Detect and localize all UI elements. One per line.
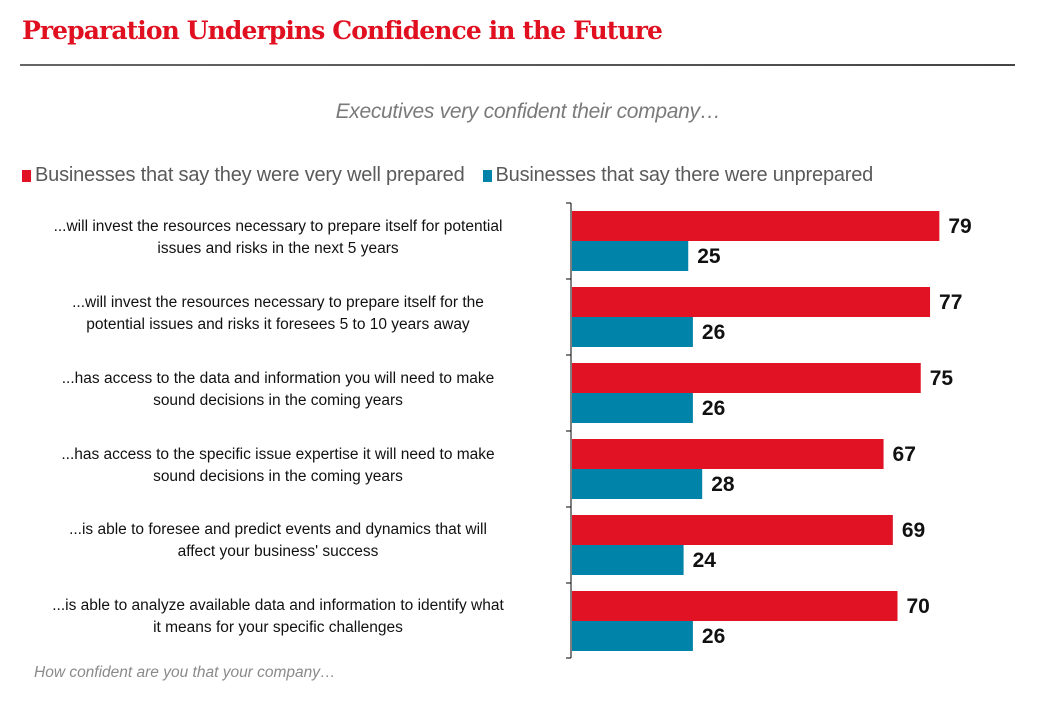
bar-prepared [572, 363, 921, 393]
axis-question-label: How confident are you that your company… [34, 664, 336, 681]
data-label-prepared: 77 [939, 291, 962, 314]
category-label-line: ...will invest the resources necessary t… [53, 218, 503, 235]
data-label-prepared: 67 [893, 443, 916, 466]
data-label-unprepared: 26 [702, 321, 725, 344]
legend-swatch-prepared [22, 169, 31, 182]
data-label-unprepared: 28 [711, 473, 735, 496]
bar-unprepared [572, 621, 693, 651]
data-label-unprepared: 26 [702, 397, 725, 420]
category-label: ...will invest the resources necessary t… [0, 292, 556, 336]
bar-unprepared [572, 393, 693, 423]
category-label-line: ...is able to analyze available data and… [52, 597, 504, 614]
data-label-prepared: 75 [930, 367, 954, 390]
category-label-line: ...is able to foresee and predict events… [69, 521, 487, 538]
category-label: ...will invest the resources necessary t… [0, 216, 556, 260]
chart-subtitle: Executives very confident their company… [335, 100, 721, 123]
legend-swatch-unprepared [482, 169, 492, 182]
category-label-line: affect your business' success [177, 543, 379, 560]
bar-prepared [572, 515, 893, 545]
bar-prepared [572, 591, 898, 621]
title-divider [20, 64, 1015, 66]
category-label-line: sound decisions in the coming years [153, 468, 403, 485]
bar-unprepared [572, 317, 693, 347]
category-label: ...is able to foresee and predict events… [0, 519, 556, 563]
category-label-line: ...has access to the data and informatio… [61, 370, 495, 387]
data-label-unprepared: 24 [693, 549, 717, 572]
bar-unprepared [572, 545, 684, 575]
category-label: ...has access to the specific issue expe… [0, 444, 556, 488]
category-label-line: ...has access to the specific issue expe… [61, 446, 495, 463]
category-label-line: it means for your specific challenges [153, 619, 403, 636]
legend-label-prepared: Businesses that say they were very well … [35, 164, 465, 186]
category-label-line: issues and risks in the next 5 years [157, 240, 399, 257]
data-label-prepared: 69 [902, 519, 925, 542]
data-label-unprepared: 26 [702, 625, 725, 648]
bar-prepared [572, 287, 931, 317]
legend-item-unprepared: Businesses that say there were unprepare… [482, 164, 874, 187]
bar-unprepared [572, 241, 689, 271]
chart-title: Preparation Underpins Confidence in the … [22, 16, 663, 45]
data-label-prepared: 70 [907, 595, 930, 618]
category-label-line: potential issues and risks it foresees 5… [86, 316, 470, 333]
legend-item-prepared: Businesses that say they were very well … [22, 164, 465, 187]
legend: Businesses that say they were very well … [22, 164, 891, 187]
bar-prepared [572, 439, 884, 469]
category-label: ...has access to the data and informatio… [0, 368, 556, 412]
bar-prepared [572, 211, 940, 241]
category-label-line: ...will invest the resources necessary t… [72, 294, 484, 311]
bar-unprepared [572, 469, 703, 499]
category-label: ...is able to analyze available data and… [0, 595, 556, 639]
category-label-line: sound decisions in the coming years [153, 392, 403, 409]
data-label-prepared: 79 [948, 215, 971, 238]
legend-label-unprepared: Businesses that say there were unprepare… [495, 164, 874, 186]
data-label-unprepared: 25 [697, 245, 721, 268]
